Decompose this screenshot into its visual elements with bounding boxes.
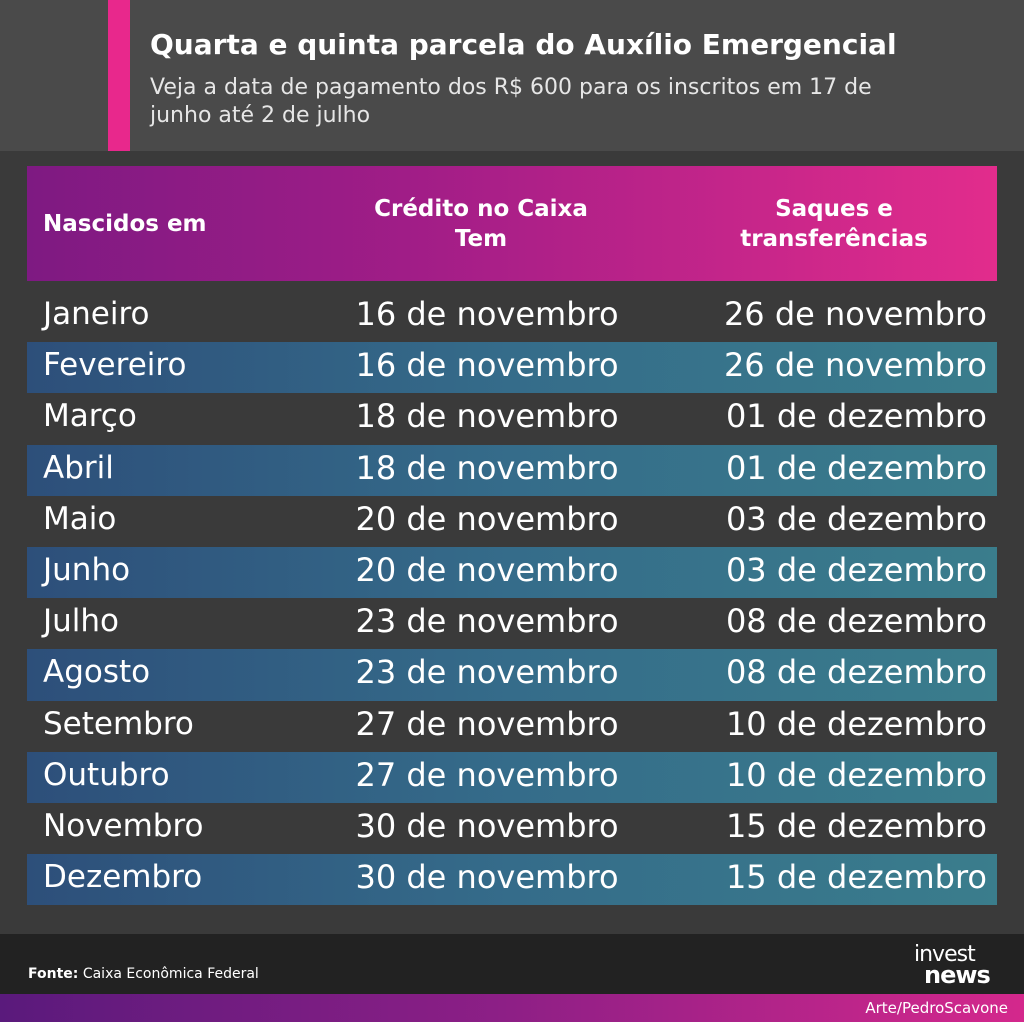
credit-date-cell: 20 de novembro xyxy=(355,550,619,589)
logo-text-top: invest xyxy=(914,942,976,967)
table-row: Agosto 23 de novembro 08 de dezembro xyxy=(27,649,997,701)
source-value: Caixa Econômica Federal xyxy=(82,966,259,982)
credit-date-cell: 23 de novembro xyxy=(355,653,619,692)
withdrawal-date-cell: 15 de dezembro xyxy=(725,806,987,845)
table-row: Outubro 27 de novembro 10 de dezembro xyxy=(27,751,997,803)
page-subtitle: Veja a data de pagamento dos R$ 600 para… xyxy=(150,75,872,128)
month-cell: Agosto xyxy=(43,654,151,691)
credit-date-cell: 27 de novembro xyxy=(355,704,619,743)
withdrawal-date-cell: 08 de dezembro xyxy=(725,653,987,692)
withdrawal-date-cell: 15 de dezembro xyxy=(725,858,987,897)
logo-text-bottom: news xyxy=(924,961,991,989)
accent-bar xyxy=(108,0,130,151)
table-row: Abril 18 de novembro 01 de dezembro xyxy=(27,444,997,496)
table-row: Junho 20 de novembro 03 de dezembro xyxy=(27,546,997,599)
credit-date-cell: 18 de novembro xyxy=(355,448,619,487)
withdrawal-date-cell: 01 de dezembro xyxy=(725,397,987,436)
credit-date-cell: 18 de novembro xyxy=(355,397,619,436)
credit-date-cell: 30 de novembro xyxy=(355,858,619,897)
month-cell: Fevereiro xyxy=(43,347,187,384)
month-cell: Maio xyxy=(43,500,117,537)
table-body: Janeiro 16 de novembro 26 de novembro Fe… xyxy=(27,291,997,906)
credit-date-cell: 16 de novembro xyxy=(355,295,619,333)
month-cell: Novembro xyxy=(43,807,204,844)
table-header: Nascidos em Crédito no Caixa Tem Saques … xyxy=(27,166,997,281)
withdrawal-date-cell: 03 de dezembro xyxy=(725,550,987,589)
withdrawal-date-cell: 10 de dezembro xyxy=(725,704,987,743)
withdrawal-date-cell: 10 de dezembro xyxy=(725,755,987,794)
table-row: Março 18 de novembro 01 de dezembro xyxy=(27,393,997,444)
month-cell: Setembro xyxy=(43,705,194,742)
column-header-credit: Crédito no Caixa Tem xyxy=(374,196,588,252)
footer xyxy=(0,934,1024,994)
withdrawal-date-cell: 01 de dezembro xyxy=(725,448,987,487)
investnews-logo: invest news xyxy=(914,944,1014,990)
credit-date-cell: 30 de novembro xyxy=(355,806,619,845)
credit-date-cell: 16 de novembro xyxy=(355,346,619,385)
withdrawal-date-cell: 03 de dezembro xyxy=(725,499,987,538)
table-row: Dezembro 30 de novembro 15 de dezembro xyxy=(27,854,997,906)
bottom-gradient-bar xyxy=(0,994,1024,1022)
table-row: Maio 20 de novembro 03 de dezembro xyxy=(27,496,997,547)
month-cell: Junho xyxy=(43,551,131,588)
source-note: Fonte: Caixa Econômica Federal xyxy=(28,966,259,982)
credit-date-cell: 27 de novembro xyxy=(355,755,619,794)
column-header-withdrawal: Saques e transferências xyxy=(740,196,928,252)
table-row: Setembro 27 de novembro 10 de dezembro xyxy=(27,701,997,752)
column-header-born: Nascidos em xyxy=(43,211,207,237)
withdrawal-date-cell: 08 de dezembro xyxy=(725,602,987,641)
table-row: Janeiro 16 de novembro 26 de novembro xyxy=(27,291,997,342)
withdrawal-date-cell: 26 de novembro xyxy=(723,295,987,333)
month-cell: Janeiro xyxy=(43,296,150,332)
month-cell: Julho xyxy=(43,603,120,640)
month-cell: Abril xyxy=(43,449,114,486)
withdrawal-date-cell: 26 de novembro xyxy=(723,346,987,385)
art-credit: Arte/PedroScavone xyxy=(865,999,1008,1017)
month-cell: Outubro xyxy=(43,756,170,793)
page-title: Quarta e quinta parcela do Auxílio Emerg… xyxy=(150,28,897,61)
credit-date-cell: 23 de novembro xyxy=(355,602,619,641)
month-cell: Março xyxy=(43,398,137,435)
header xyxy=(0,0,1024,151)
month-cell: Dezembro xyxy=(43,859,203,896)
table-row: Julho 23 de novembro 08 de dezembro xyxy=(27,598,997,649)
table-row: Fevereiro 16 de novembro 26 de novembro xyxy=(27,342,997,394)
table-row: Novembro 30 de novembro 15 de dezembro xyxy=(27,803,997,854)
credit-date-cell: 20 de novembro xyxy=(355,499,619,538)
source-label: Fonte: xyxy=(28,966,79,982)
